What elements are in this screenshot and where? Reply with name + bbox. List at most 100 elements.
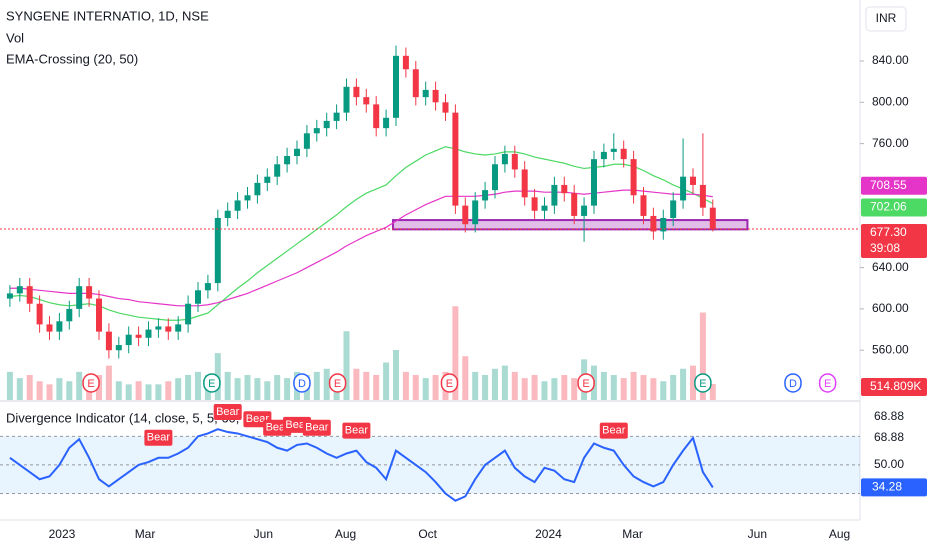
event-label: E — [334, 378, 341, 390]
currency[interactable]: INR — [876, 11, 897, 25]
price-badge-label: 702.06 — [870, 200, 907, 214]
price-badge — [861, 224, 927, 259]
volume-bar — [571, 378, 578, 400]
x-tick-label: Oct — [418, 527, 437, 541]
indicator-badge-label: 34.28 — [872, 480, 902, 494]
volume-bar — [650, 378, 657, 400]
price-badge-label: 677.30 — [870, 225, 907, 239]
volume-bar — [472, 371, 479, 400]
price-badge — [861, 198, 927, 217]
volume-bar — [175, 378, 182, 400]
event-label: D — [298, 378, 306, 390]
x-tick-label: Mar — [135, 527, 156, 541]
volume-bar — [610, 375, 617, 400]
signal-label: Bear — [147, 432, 171, 444]
signal-label: Bear — [305, 422, 329, 434]
currency-box[interactable] — [865, 6, 907, 32]
signal-box — [342, 422, 371, 439]
y-tick-label: 800.00 — [872, 94, 909, 108]
candle-body — [670, 200, 677, 218]
x-tick-label: Aug — [829, 527, 850, 541]
candle-body — [6, 293, 13, 299]
volume-bar — [16, 378, 23, 400]
volume-bar — [392, 350, 399, 400]
volume-bar — [76, 371, 83, 400]
volume-bar — [422, 378, 429, 400]
candle-body — [224, 210, 231, 218]
volume-bar — [402, 371, 409, 400]
price-badge-label: 708.55 — [870, 178, 907, 192]
candle-body — [422, 89, 429, 98]
signal-box — [302, 419, 331, 436]
volume-bar — [561, 375, 568, 400]
candle-body — [561, 184, 568, 194]
candle-body — [392, 55, 399, 118]
candle-body — [620, 148, 627, 160]
candle-body — [412, 69, 419, 98]
candle-body — [244, 195, 251, 201]
volume-bar — [274, 375, 281, 400]
candle-body — [650, 215, 657, 232]
volume-bar — [491, 368, 498, 400]
volume-bar — [630, 371, 637, 400]
y-tick-label: 640.00 — [872, 260, 909, 274]
candle-body — [194, 290, 201, 304]
volume-bar — [541, 381, 548, 400]
candle-body — [571, 193, 578, 216]
candle-body — [204, 283, 211, 291]
candle-body — [115, 345, 122, 351]
event-marker — [818, 373, 837, 393]
x-tick-label: Aug — [335, 527, 356, 541]
candle-body — [482, 190, 489, 201]
event-label: E — [87, 378, 94, 390]
candle-body — [16, 286, 23, 294]
event-marker — [82, 373, 100, 393]
event-marker — [293, 373, 311, 393]
event-label: E — [824, 378, 831, 390]
candle-body — [511, 153, 518, 170]
candle-body — [214, 217, 221, 284]
candle-body — [254, 182, 261, 196]
volume-bar — [36, 381, 43, 400]
candle-body — [86, 286, 93, 299]
price-badge — [861, 176, 927, 195]
indicator-legend: Divergence Indicator (14, close, 5, 5, 6… — [6, 410, 255, 425]
candle-body — [234, 200, 241, 211]
event-marker — [440, 373, 459, 393]
candle-body — [76, 286, 83, 309]
candle-body — [699, 184, 706, 208]
volume-bar — [145, 384, 152, 400]
volume-bar — [412, 375, 419, 400]
candle-body — [264, 176, 271, 183]
volume-bar — [284, 378, 291, 400]
volume-bar — [56, 378, 63, 400]
candle-body — [541, 205, 548, 211]
price-badge-label: 514.809K — [870, 379, 921, 393]
event-marker — [203, 373, 221, 393]
candle-body — [491, 164, 498, 191]
price-badge — [861, 378, 927, 396]
candle-body — [36, 303, 43, 325]
volume-bar — [699, 312, 706, 400]
volume-bar — [244, 375, 251, 400]
candle-body — [531, 197, 538, 211]
volume-bar — [551, 378, 558, 400]
candle-body — [175, 324, 182, 332]
indicator-tick-label: 68.88 — [874, 430, 904, 444]
chart-title: SYNGENE INTERNATIO, 1D, NSE — [6, 8, 209, 23]
volume-bar — [383, 362, 390, 400]
volume-bar — [620, 378, 627, 400]
candle-body — [105, 331, 112, 351]
volume-bar — [105, 365, 112, 400]
indicator-line — [9, 428, 714, 502]
y-tick-label: 600.00 — [872, 301, 909, 315]
signal-box — [213, 404, 242, 421]
candle-body — [165, 326, 172, 332]
volume-bar — [501, 365, 508, 400]
signal-box — [599, 422, 628, 439]
support-zone — [392, 219, 749, 231]
candle-body — [26, 286, 33, 304]
volume-bar — [373, 375, 380, 400]
volume-bar — [115, 381, 122, 400]
